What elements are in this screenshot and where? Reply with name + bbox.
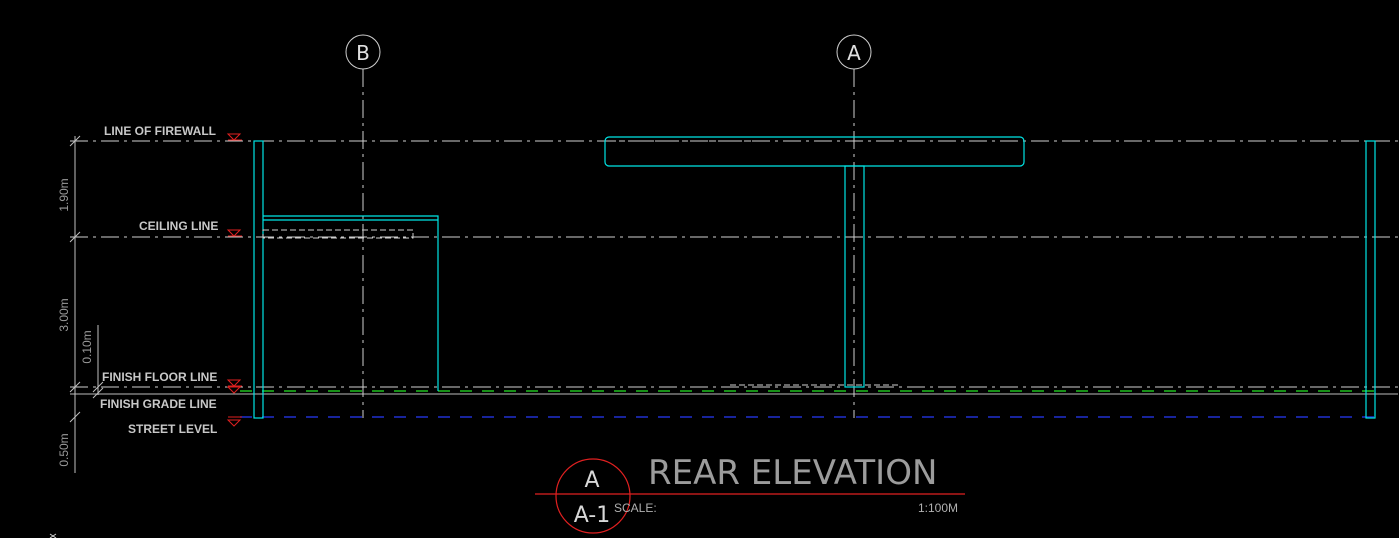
level-markers	[226, 133, 242, 427]
title-block: A A-1 REAR ELEVATION SCALE: 1:100M	[535, 453, 965, 534]
dimension-050: 0.50m	[57, 433, 71, 466]
dimension-chain	[69, 135, 104, 473]
canopy-roof[interactable]	[604, 136, 1025, 167]
sheet-number: A-1	[574, 503, 611, 528]
left-enclosure[interactable]	[263, 215, 439, 391]
label-street-level: STREET LEVEL	[128, 422, 217, 436]
scale-label: SCALE:	[614, 501, 657, 515]
right-wall[interactable]	[1365, 140, 1376, 419]
dim-tick-floor	[69, 381, 81, 393]
level-marker-ceiling	[226, 229, 242, 237]
dim-tick-ceiling	[69, 231, 81, 243]
dimension-010: 0.10m	[80, 330, 94, 363]
level-marker-street	[226, 419, 242, 427]
ucs-icon	[49, 533, 57, 538]
dim-tick-firewall	[69, 135, 81, 147]
level-marker-grade	[226, 386, 242, 394]
level-marker-floor	[226, 379, 242, 387]
dim-tick-street	[69, 411, 81, 423]
grid-b: B	[345, 34, 381, 418]
grid-label-b: B	[356, 41, 370, 65]
label-finish-grade-line: FINISH GRADE LINE	[100, 397, 217, 411]
level-marker-firewall	[226, 133, 242, 141]
left-wall[interactable]	[253, 140, 264, 419]
hidden-beam	[262, 229, 414, 239]
level-lines	[70, 140, 1398, 388]
dim-small-tick-top	[92, 381, 104, 393]
drawing-title: REAR ELEVATION	[648, 453, 937, 493]
label-line-of-firewall: LINE OF FIREWALL	[104, 124, 216, 138]
canopy-column[interactable]	[844, 165, 865, 388]
hidden-lines	[262, 140, 900, 386]
detail-letter: A	[584, 468, 599, 493]
dimension-190: 1.90m	[57, 178, 71, 211]
dimension-300: 3.00m	[57, 298, 71, 331]
scale-value: 1:100M	[918, 501, 958, 515]
detail-bubble[interactable]	[555, 458, 631, 534]
label-finish-floor-line: FINISH FLOOR LINE	[102, 370, 217, 384]
label-ceiling-line: CEILING LINE	[139, 219, 218, 233]
grid-a: A	[836, 34, 872, 418]
dim-small-tick-bottom	[92, 387, 104, 399]
building-elements	[253, 136, 1376, 419]
grid-label-a: A	[847, 41, 861, 65]
